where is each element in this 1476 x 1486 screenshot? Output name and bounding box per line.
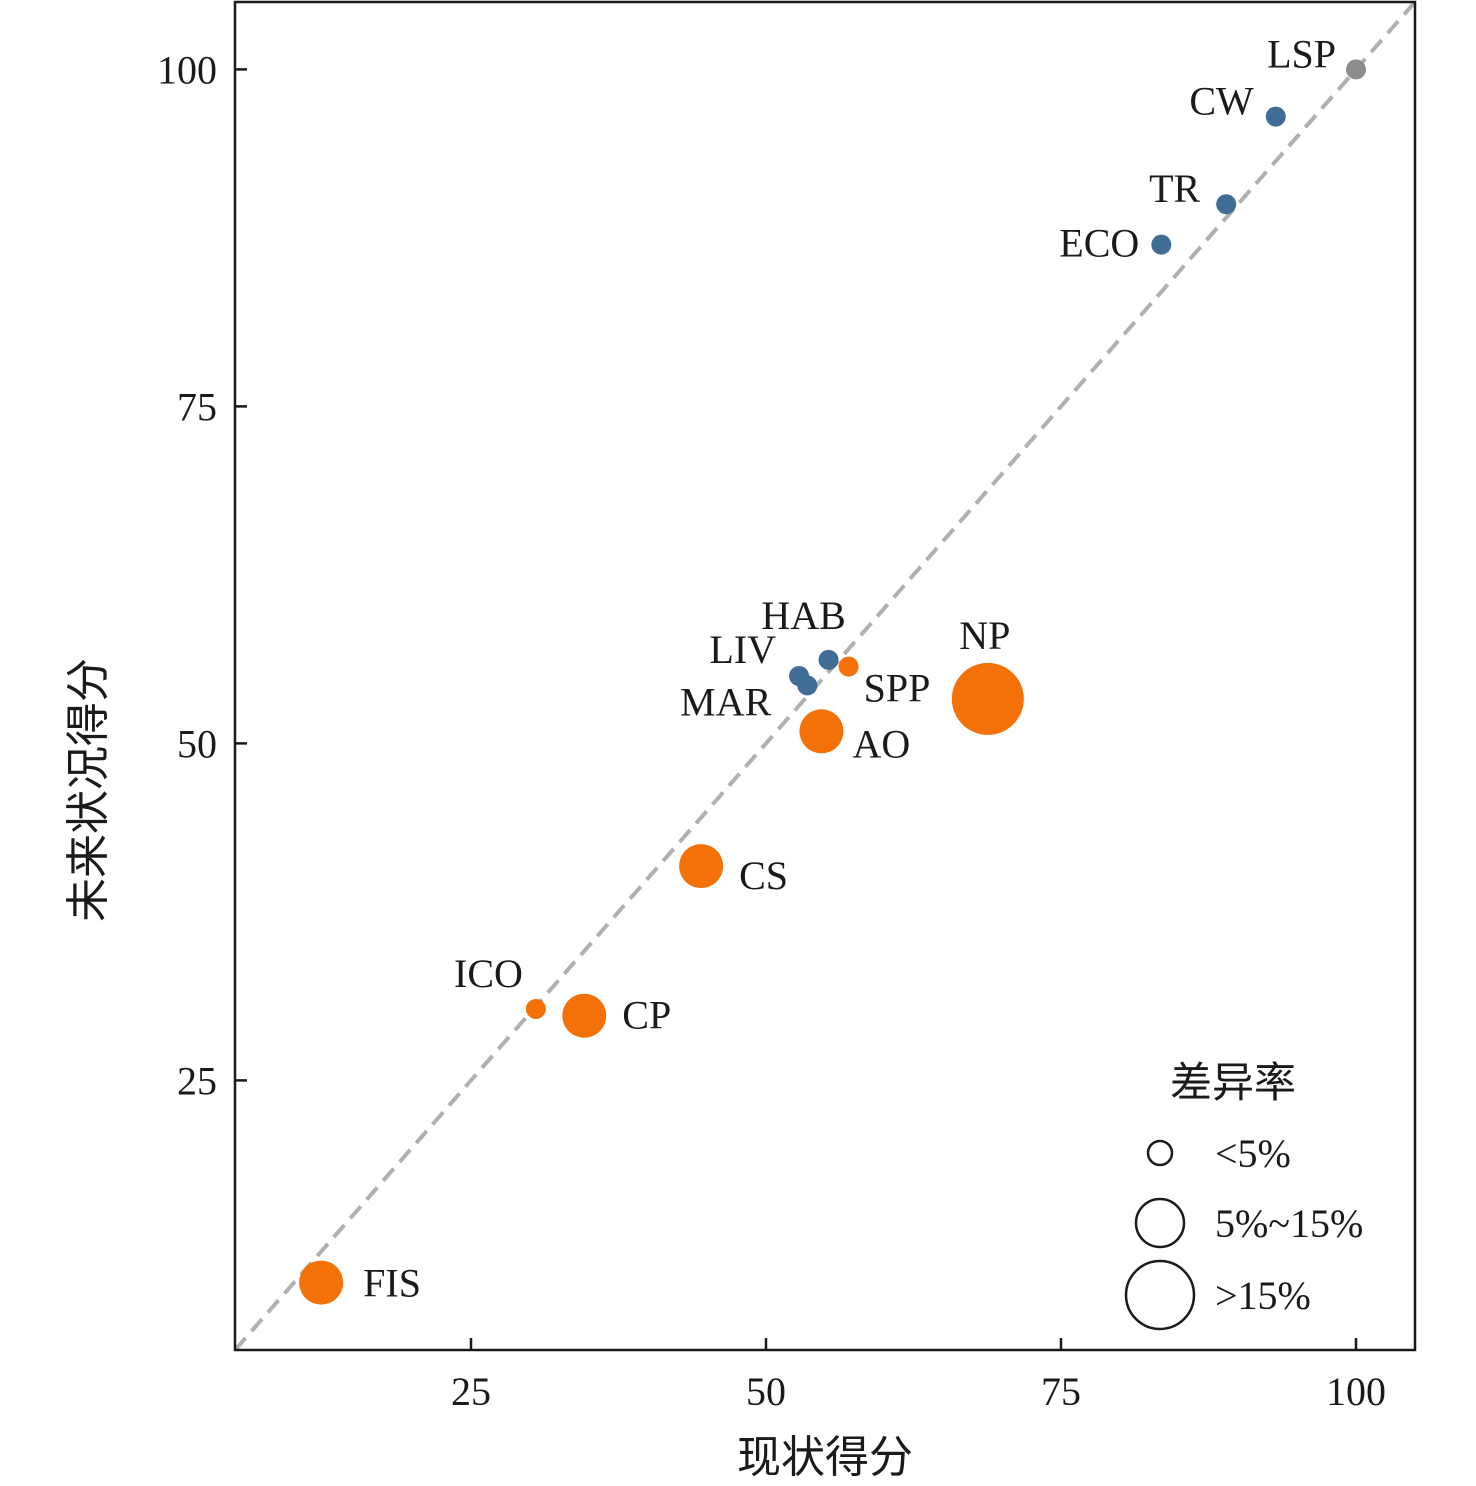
- point-cp: [562, 993, 607, 1038]
- point-label-hab: HAB: [761, 593, 845, 638]
- point-lsp: [1346, 59, 1366, 80]
- point-label-ao: AO: [852, 721, 910, 766]
- point-spp: [838, 656, 859, 677]
- legend-marker-2: [1124, 1259, 1196, 1331]
- x-tick-label-100: 100: [1326, 1369, 1386, 1414]
- x-tick-label-50: 50: [746, 1369, 786, 1414]
- point-label-cw: CW: [1189, 79, 1254, 124]
- legend-title: 差异率: [1170, 1060, 1296, 1107]
- point-np: [951, 662, 1024, 735]
- point-label-mar: MAR: [680, 679, 771, 724]
- legend-label-1: 5%~15%: [1215, 1201, 1363, 1246]
- y-tick-label-25: 25: [177, 1058, 217, 1103]
- point-label-lsp: LSP: [1267, 31, 1336, 76]
- legend-marker-0: [1146, 1139, 1174, 1167]
- point-label-cs: CS: [739, 853, 788, 898]
- x-tick-label-25: 25: [451, 1369, 491, 1414]
- point-label-spp: SPP: [864, 666, 931, 711]
- x-tick-label-75: 75: [1041, 1369, 1081, 1414]
- x-axis-title: 现状得分: [737, 1433, 913, 1482]
- point-cw: [1265, 106, 1286, 127]
- point-tr: [1216, 194, 1237, 215]
- point-label-fis: FIS: [363, 1261, 421, 1306]
- point-label-np: NP: [959, 613, 1010, 658]
- y-tick-label-100: 100: [157, 47, 217, 92]
- point-label-eco: ECO: [1059, 221, 1139, 266]
- size-legend: 差异率 <5% 5%~15% >15%: [1124, 1060, 1363, 1331]
- point-label-ico: ICO: [454, 951, 523, 996]
- y-tick-label-75: 75: [177, 384, 217, 429]
- point-ao: [799, 709, 844, 754]
- point-hab: [818, 649, 839, 670]
- point-mar: [797, 675, 818, 696]
- plot-frame: [233, 0, 1417, 1352]
- point-eco: [1151, 234, 1172, 255]
- point-cs: [679, 844, 724, 889]
- y-tick-label-50: 50: [177, 721, 217, 766]
- point-label-cp: CP: [622, 993, 671, 1038]
- y-axis-title: 未来状况得分: [64, 658, 113, 922]
- legend-label-2: >15%: [1215, 1273, 1311, 1318]
- point-label-tr: TR: [1149, 166, 1200, 211]
- legend-label-0: <5%: [1215, 1131, 1291, 1176]
- point-fis: [299, 1260, 344, 1305]
- point-label-liv: LIV: [709, 627, 776, 672]
- legend-marker-1: [1134, 1197, 1186, 1249]
- point-ico: [525, 998, 546, 1019]
